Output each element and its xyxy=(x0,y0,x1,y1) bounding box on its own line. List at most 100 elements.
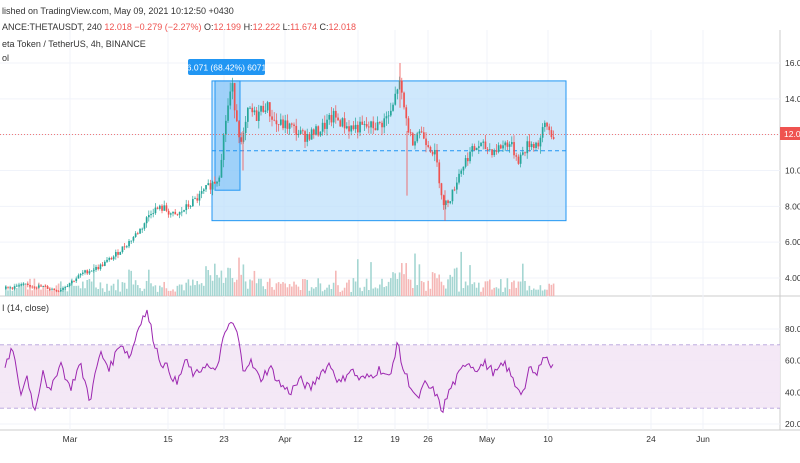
candle-body xyxy=(445,200,447,206)
candle-body xyxy=(93,269,95,271)
candle-body xyxy=(524,152,526,154)
measure-label: 6.071 (68.42%) 6071 xyxy=(187,63,267,73)
volume-bar xyxy=(44,284,47,296)
candle-body xyxy=(533,143,535,148)
candle-body xyxy=(381,122,383,128)
candle-body xyxy=(145,217,148,224)
volume-bar xyxy=(211,280,214,296)
volume-bar xyxy=(130,270,132,296)
candle-body xyxy=(196,198,199,201)
candle-body xyxy=(458,173,460,183)
volume-bar xyxy=(335,270,337,296)
price-axis: 16.0014.0012.0010.008.006.004.00 xyxy=(785,58,800,283)
candle-body xyxy=(295,125,298,135)
volume-bar xyxy=(93,264,95,296)
volume-bar xyxy=(264,289,267,296)
candle-body xyxy=(310,129,313,140)
candle-body xyxy=(486,149,489,150)
volume-bar xyxy=(398,272,401,296)
candle-body xyxy=(216,181,218,184)
volume-bar xyxy=(451,276,454,296)
volume-bar xyxy=(489,279,491,296)
candle-body xyxy=(238,121,240,138)
candle-body xyxy=(539,137,542,147)
candle-body xyxy=(134,233,137,237)
candle-body xyxy=(429,147,432,152)
candle-body xyxy=(112,256,115,260)
candle-body xyxy=(354,124,357,130)
volume-bar xyxy=(445,288,447,296)
volume-bar xyxy=(244,281,247,296)
volume-bar xyxy=(343,287,346,296)
candle-body xyxy=(38,285,40,288)
candle-body xyxy=(401,80,403,93)
candle-body xyxy=(79,273,82,276)
volume-bar xyxy=(128,269,130,296)
candle-body xyxy=(75,278,78,282)
candle-body xyxy=(194,198,196,200)
high-value: 12.222 xyxy=(253,22,281,32)
volume-bar xyxy=(337,285,339,296)
volume-bar xyxy=(227,267,229,296)
volume-bar xyxy=(504,287,506,296)
rsi-tick-label: 40.00 xyxy=(785,387,800,397)
volume-bar xyxy=(24,284,27,296)
candle-body xyxy=(172,211,174,214)
candle-body xyxy=(550,130,553,138)
candle-body xyxy=(308,134,311,140)
candle-body xyxy=(51,288,53,290)
candle-body xyxy=(209,183,212,190)
volume-bar xyxy=(332,282,335,296)
volume-bar xyxy=(11,290,14,296)
volume-bar xyxy=(46,289,49,296)
candle-body xyxy=(315,126,317,135)
volume-bar xyxy=(68,282,71,296)
published-line: lished on TradingView.com, May 09, 2021 … xyxy=(2,6,234,16)
volume-bar xyxy=(49,287,51,296)
volume-bar xyxy=(99,282,102,296)
volume-bar xyxy=(112,283,115,296)
candle-body xyxy=(548,126,551,131)
candle-body xyxy=(348,126,350,132)
volume-bar xyxy=(40,289,42,296)
candle-body xyxy=(403,92,405,108)
candle-body xyxy=(412,133,414,146)
candle-body xyxy=(53,288,56,290)
candle-body xyxy=(229,91,232,106)
candle-body xyxy=(236,110,238,122)
range-measure-start-box xyxy=(214,80,241,191)
volume-bar xyxy=(273,289,275,296)
candle-body xyxy=(346,126,348,129)
candle-body xyxy=(535,142,537,148)
volume-bar xyxy=(497,288,500,296)
candle-body xyxy=(203,189,205,192)
volume-bar xyxy=(359,287,361,296)
volume-bar xyxy=(176,285,179,296)
candle-body xyxy=(31,286,34,288)
volume-bar xyxy=(282,282,284,296)
candlestick-series xyxy=(5,63,555,293)
candle-body xyxy=(273,119,276,121)
candle-body xyxy=(117,252,119,255)
volume-bar xyxy=(255,283,258,296)
volume-bar xyxy=(27,289,29,296)
volume-bar xyxy=(506,278,509,296)
volume-bar xyxy=(299,290,302,296)
candle-body xyxy=(359,121,361,133)
volume-bar xyxy=(185,282,187,296)
candle-body xyxy=(396,89,399,94)
volume-bar xyxy=(20,285,22,296)
candle-body xyxy=(20,284,23,286)
candle-body xyxy=(475,147,478,151)
volume-bar xyxy=(209,275,212,296)
candle-body xyxy=(519,154,522,164)
volume-bar xyxy=(491,289,493,296)
volume-bar xyxy=(104,291,106,296)
candle-body xyxy=(49,288,51,290)
candle-body xyxy=(467,158,469,162)
volume-bar xyxy=(126,288,128,296)
volume-bar xyxy=(381,278,383,296)
candle-body xyxy=(427,145,430,148)
volume-bar xyxy=(31,290,33,296)
candle-body xyxy=(77,275,80,279)
